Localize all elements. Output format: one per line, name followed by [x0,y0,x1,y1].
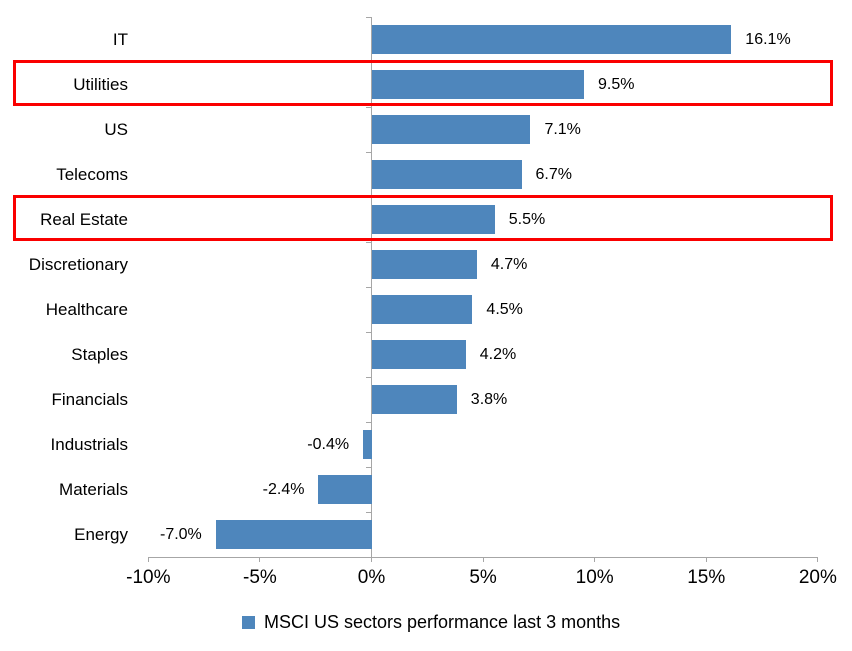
category-label: Materials [59,479,128,499]
y-axis-line [371,17,372,557]
value-label: 3.8% [470,390,508,408]
x-tick-label: 0% [357,567,386,588]
category-label: Financials [51,389,128,409]
category-label: Real Estate [40,209,128,229]
legend-swatch-icon [242,616,255,629]
bar [372,340,466,369]
category-label: Energy [74,524,128,544]
x-tick [594,557,596,562]
x-tick [147,557,149,562]
y-tick [366,332,371,333]
x-tick [259,557,261,562]
bar [372,385,457,414]
x-tick [482,557,484,562]
value-label: 6.7% [535,165,572,183]
x-tick [371,557,372,562]
y-tick [366,152,371,153]
y-tick [366,467,371,468]
category-label: IT [112,29,128,49]
bar [372,160,522,189]
value-label: -7.0% [159,525,202,543]
category-label: Staples [71,344,128,364]
y-tick [366,197,371,198]
category-label: Industrials [50,434,128,454]
x-tick-label: -5% [243,567,277,588]
x-tick-label: -10% [126,567,171,588]
y-tick [366,242,371,243]
category-label: Discretionary [28,254,128,274]
value-label: 16.1% [745,30,791,48]
value-label: 4.7% [490,255,528,273]
bar [372,70,584,99]
chart-legend: MSCI US sectors performance last 3 month… [242,612,620,633]
y-tick [366,422,371,423]
value-label: 4.5% [486,300,523,318]
value-label: 4.2% [479,345,517,363]
legend-label: MSCI US sectors performance last 3 month… [264,612,621,632]
bar [372,115,531,144]
y-tick [366,287,371,288]
bar [215,520,372,549]
category-label: Utilities [73,74,128,94]
bar [363,430,372,459]
x-tick-label: 10% [575,567,614,588]
value-label: 5.5% [508,210,546,228]
y-tick [366,512,371,513]
category-label: Healthcare [45,299,128,319]
y-tick [366,17,371,18]
y-tick [366,107,371,108]
y-tick [366,62,371,63]
bar [318,475,372,504]
category-label: Telecoms [56,164,128,184]
x-tick [817,557,819,562]
value-label: -2.4% [262,480,305,498]
bar [372,250,477,279]
y-tick [366,377,371,378]
x-tick-label: 15% [687,567,726,588]
category-label: US [104,119,128,139]
x-tick-label: 5% [469,567,497,588]
value-label: 9.5% [598,75,635,93]
x-tick-label: 20% [798,567,837,588]
value-label: 7.1% [544,120,581,138]
bar [372,205,495,234]
x-tick [705,557,707,562]
bar [372,295,473,324]
bar [372,25,732,54]
value-label: -0.4% [307,435,350,453]
